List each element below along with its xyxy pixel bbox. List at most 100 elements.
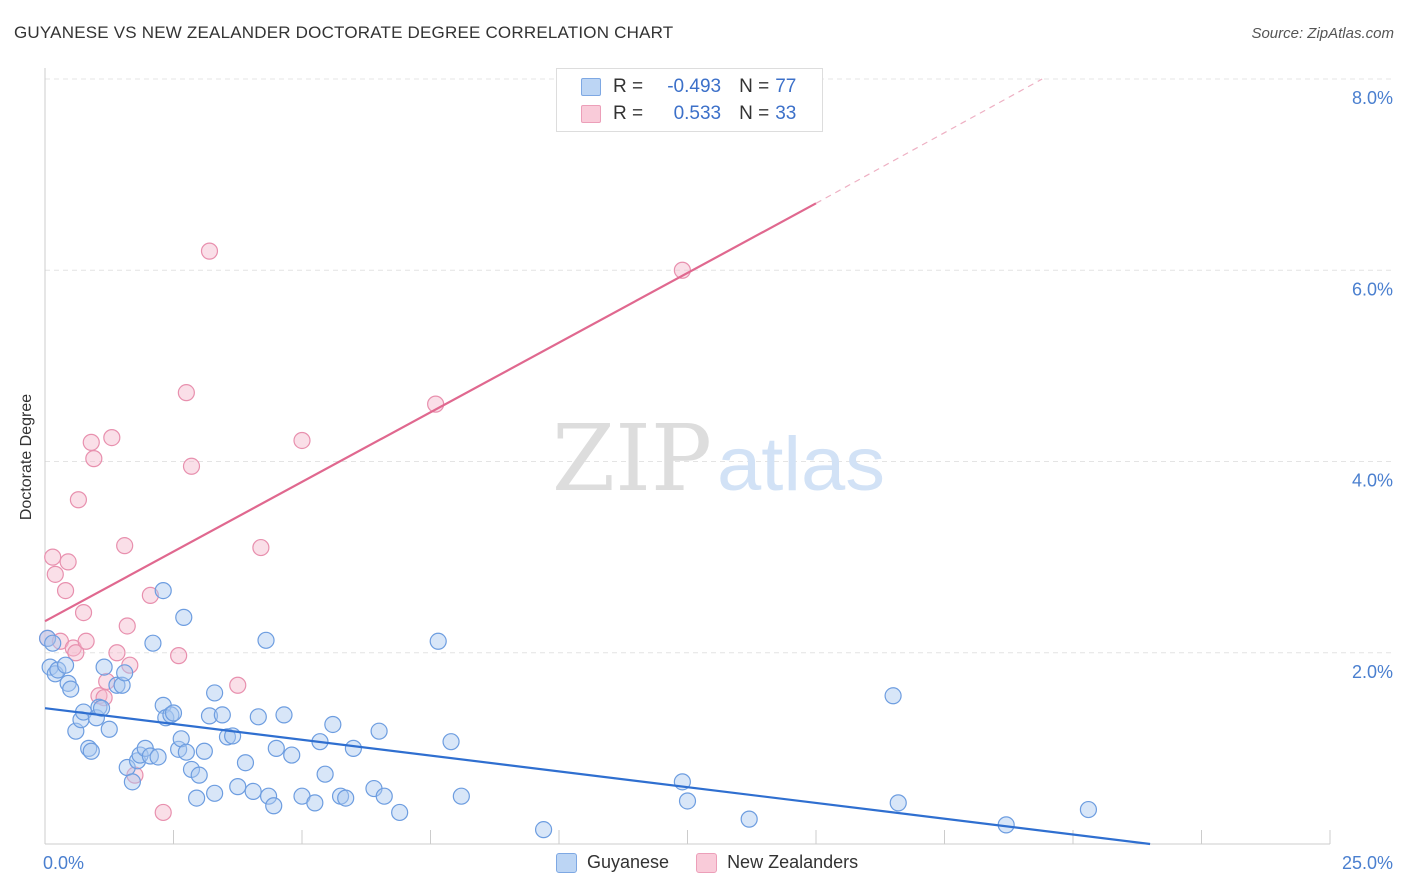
data-point <box>164 704 183 722</box>
data-point <box>740 810 758 828</box>
legend-row-new-zealanders: R = 0.533 N = 33 <box>581 101 796 127</box>
data-point <box>1079 800 1098 819</box>
data-point <box>293 431 311 450</box>
data-point <box>82 742 100 760</box>
data-point <box>154 581 172 600</box>
data-point <box>316 765 334 783</box>
trendlines <box>44 78 1151 846</box>
guyanese-points <box>38 581 1098 839</box>
y-tick-label: 2.0% <box>1352 662 1393 682</box>
data-point <box>678 792 697 810</box>
tick-labels: 2.0% 4.0% 6.0% 8.0% 0.0% 25.0% <box>43 88 1393 873</box>
data-point <box>182 457 201 475</box>
new-zealanders-trendline <box>44 202 817 623</box>
legend-r-label: R = <box>613 103 644 124</box>
source-label: Source: ZipAtlas.com <box>1251 25 1394 42</box>
data-point <box>144 634 162 652</box>
data-point <box>170 647 188 665</box>
data-point <box>534 821 553 839</box>
data-point <box>283 746 301 764</box>
data-point <box>337 789 355 807</box>
data-point <box>195 742 213 760</box>
data-point <box>188 789 206 807</box>
legend-r-value: -0.493 <box>667 76 722 97</box>
data-point <box>213 706 231 724</box>
data-point <box>56 581 75 600</box>
guyanese-trendline <box>44 707 1151 846</box>
data-point <box>200 242 219 260</box>
data-point <box>108 644 126 662</box>
data-point <box>206 784 224 802</box>
data-point <box>244 782 262 801</box>
data-point <box>175 608 193 626</box>
data-point <box>429 632 447 650</box>
data-point <box>95 658 113 676</box>
data-point <box>249 708 267 726</box>
watermark-zip: ZIP <box>552 405 712 512</box>
y-tick-label: 4.0% <box>1352 471 1393 491</box>
data-point <box>95 689 113 707</box>
data-point <box>252 538 270 557</box>
data-point <box>306 794 324 812</box>
legend-n-value: 77 <box>775 76 797 97</box>
legend-item-guyanese[interactable]: Guyanese <box>556 852 669 873</box>
data-point <box>103 428 121 447</box>
data-point <box>275 706 293 724</box>
data-point <box>74 603 93 622</box>
data-point <box>177 384 195 402</box>
data-point <box>141 586 159 604</box>
watermark-atlas: atlas <box>717 422 885 507</box>
legend-r-value: 0.533 <box>673 103 722 124</box>
legend-item-new-zealanders[interactable]: New Zealanders <box>696 852 858 873</box>
data-point <box>69 491 88 509</box>
correlation-legend: R = -0.493 N = 77 R = 0.533 N = 33 <box>556 68 823 132</box>
data-point <box>177 743 195 761</box>
y-tick-label: 6.0% <box>1352 279 1393 299</box>
new-zealanders-trendline-extension <box>815 78 1043 204</box>
data-point <box>229 778 247 796</box>
data-point <box>80 739 98 757</box>
x-tick-label: 0.0% <box>43 853 84 873</box>
series-legend: Guyanese New Zealanders <box>556 852 885 873</box>
data-point <box>100 720 118 738</box>
grid-lines <box>45 78 1392 654</box>
legend-r-label: R = <box>613 76 644 97</box>
legend-swatch-blue <box>556 852 577 873</box>
data-point <box>442 733 460 751</box>
data-point <box>452 787 470 805</box>
data-point <box>229 676 247 694</box>
legend-n-label: N = <box>739 76 770 97</box>
legend-label-guyanese: Guyanese <box>587 852 670 872</box>
watermark: ZIP atlas <box>552 405 885 512</box>
data-point <box>218 728 237 746</box>
data-point <box>190 766 208 784</box>
data-point <box>259 787 278 805</box>
new-zealanders-points <box>38 242 691 822</box>
data-point <box>123 773 141 791</box>
data-point <box>889 794 907 812</box>
chart-title: GUYANESE VS NEW ZEALANDER DOCTORATE DEGR… <box>14 23 674 42</box>
legend-row-guyanese: R = -0.493 N = 77 <box>581 74 796 100</box>
data-point <box>236 754 255 772</box>
data-point <box>375 787 393 805</box>
data-point <box>82 433 100 451</box>
legend-swatch-pink <box>581 105 601 123</box>
data-point <box>67 644 85 662</box>
data-point <box>884 687 902 705</box>
data-point <box>46 565 64 583</box>
x-tick-label: 25.0% <box>1342 853 1393 873</box>
legend-n-label: N = <box>739 103 770 124</box>
data-point <box>391 803 409 822</box>
data-point <box>267 739 285 757</box>
data-point <box>324 715 342 734</box>
data-point <box>206 684 224 702</box>
legend-label-new-zealanders: New Zealanders <box>727 852 859 872</box>
data-point <box>149 748 167 766</box>
y-tick-label: 8.0% <box>1352 88 1393 108</box>
data-point <box>108 676 126 694</box>
data-point <box>257 631 275 649</box>
axes <box>44 68 1331 845</box>
data-point <box>200 707 219 725</box>
data-point <box>154 803 172 822</box>
